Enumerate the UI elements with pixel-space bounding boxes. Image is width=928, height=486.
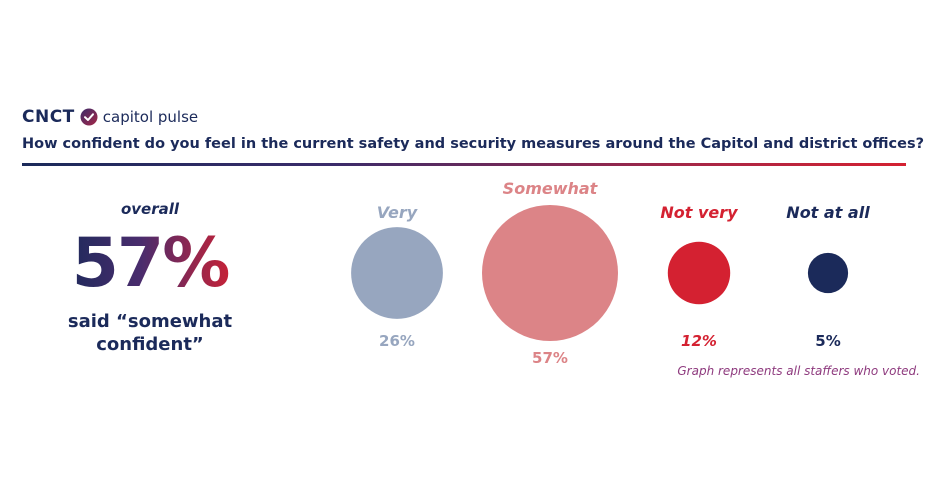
bubble-not-at-all (807, 252, 849, 294)
category-label-not-very: Not very (660, 203, 738, 222)
value-label-very: 26% (379, 332, 415, 350)
value-label-somewhat: 57% (532, 349, 568, 367)
category-label-very: Very (377, 203, 418, 222)
header-divider (22, 163, 906, 166)
question-title: How confident do you feel in the current… (22, 136, 925, 152)
brand-header: CNCT capitol pulse (22, 106, 198, 128)
category-label-not-at-all: Not at all (786, 203, 870, 222)
brand-logo-text: CNCT (22, 107, 75, 127)
bubble-very (351, 227, 443, 319)
poll-card: CNCT capitol pulse How confident do you … (0, 96, 928, 392)
overall-percentage: 57% (60, 226, 240, 302)
chart-footnote: Graph represents all staffers who voted. (677, 364, 920, 378)
bubble-somewhat (482, 205, 618, 341)
bubble-chart: Very 26% Somewhat 57% Not very 12% Not at all 5… (351, 179, 870, 367)
value-label-not-very: 12% (681, 332, 717, 350)
overall-label: overall (120, 200, 180, 218)
overall-caption-line2: confident” (96, 334, 204, 355)
value-label-not-at-all: 5% (815, 332, 840, 350)
bubble-not-very (667, 241, 731, 305)
overall-caption-line1: said “somewhat (67, 311, 233, 332)
brand-product-name: capitol pulse (102, 108, 199, 126)
overall-caption: said “somewhat confident” (50, 310, 250, 356)
category-label-somewhat: Somewhat (503, 179, 599, 198)
check-circle-icon (80, 108, 98, 126)
